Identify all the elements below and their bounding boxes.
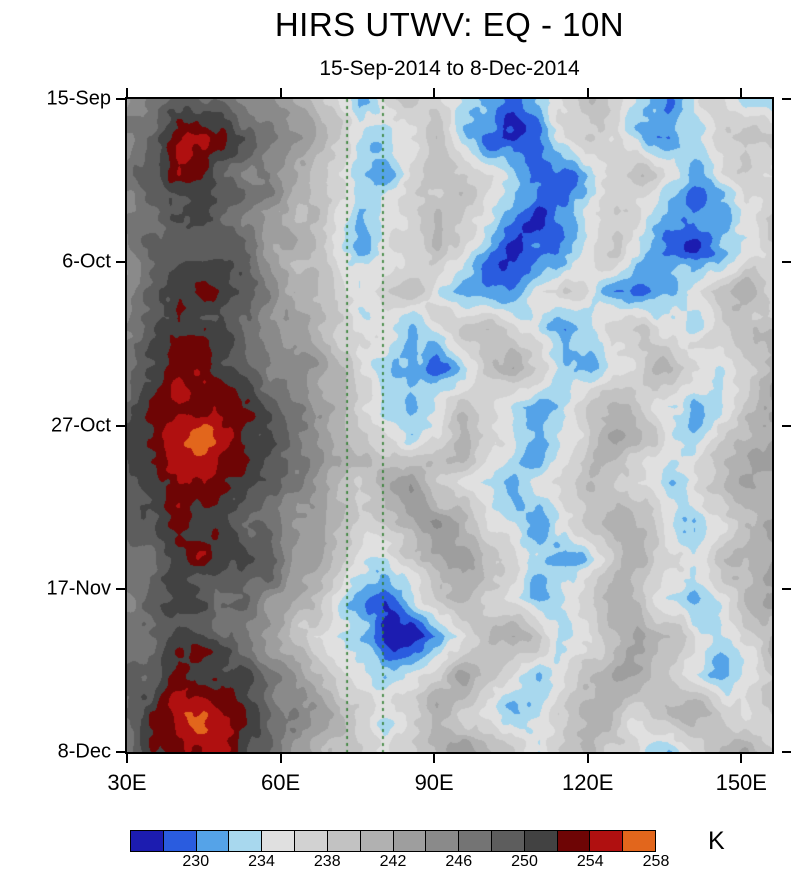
x-axis-tick-top [586, 88, 589, 97]
x-axis-tick-top [279, 88, 282, 97]
chart-title: HIRS UTWV: EQ - 10N [274, 6, 625, 43]
y-axis-tick [116, 424, 125, 427]
x-axis-tick-top [126, 88, 128, 97]
x-tick-label: 30E [107, 770, 147, 795]
y-axis-tick [116, 751, 125, 753]
y-axis-tick-right [782, 587, 791, 590]
y-axis-tick-right [782, 751, 791, 753]
x-axis-tick-top [433, 88, 436, 97]
x-tick-label: 60E [260, 770, 301, 795]
colorbar-box [195, 831, 229, 851]
colorbar-tick-label: 230 [182, 853, 210, 869]
x-axis-tick [740, 754, 743, 763]
colorbar-box [622, 831, 655, 851]
y-tick-label: 17-Nov [46, 577, 111, 600]
colorbar-box [131, 831, 163, 851]
y-tick-label: 6-Oct [62, 250, 111, 273]
y-axis-tick-right [782, 261, 791, 264]
x-tick-label: 120E [562, 770, 614, 795]
x-axis-tick [586, 754, 589, 763]
x-tick-label: 150E [715, 770, 767, 795]
colorbar-box [425, 831, 459, 851]
colorbar-box [359, 831, 393, 851]
chart-subtitle: 15-Sep-2014 to 8-Dec-2014 [319, 57, 580, 80]
x-tick-label: 90E [414, 770, 454, 795]
x-axis-tick [279, 754, 282, 763]
x-axis-tick-top [740, 88, 743, 97]
colorbar-tick-label: 254 [576, 853, 604, 869]
y-axis-tick-right [782, 424, 791, 427]
colorbar-tick-label: 250 [511, 853, 538, 869]
colorbar-box [392, 831, 426, 851]
heatmap-canvas [127, 99, 772, 752]
y-axis-tick [116, 261, 125, 264]
colorbar-box [589, 831, 623, 851]
colorbar-tick-label: 246 [445, 853, 473, 869]
colorbar-box [294, 831, 327, 851]
colorbar-tick-label: 234 [248, 853, 275, 869]
plot-area: 30E 60E 90E 120E 150E 15-Sep 6-Oct 27-Oct 17-Nov… [47, 88, 791, 795]
colorbar-box [228, 831, 262, 851]
colorbar-labels: 230 234 238 242 246 250 254 258 [130, 853, 669, 869]
colorbar-box [490, 831, 524, 851]
x-axis-tick [126, 754, 128, 763]
colorbar-tick-label: 242 [379, 853, 407, 869]
colorbar-unit-label: K [708, 827, 725, 855]
y-axis-tick [116, 98, 125, 100]
colorbar-box [162, 831, 196, 851]
y-tick-label: 8-Dec [57, 740, 111, 763]
colorbar-box [261, 831, 295, 851]
colorbar [130, 830, 656, 852]
colorbar-tick-label: 238 [313, 853, 341, 869]
colorbar-tick-label: 258 [642, 853, 670, 869]
x-axis-tick [433, 754, 436, 763]
y-tick-label: 15-Sep [46, 87, 112, 110]
colorbar-box [326, 831, 360, 851]
y-axis-tick [116, 587, 125, 590]
y-axis-tick-right [782, 98, 791, 100]
colorbar-box [556, 831, 590, 851]
y-tick-label: 27-Oct [50, 414, 111, 436]
colorbar-box [523, 831, 557, 851]
colorbar-box [458, 831, 491, 851]
